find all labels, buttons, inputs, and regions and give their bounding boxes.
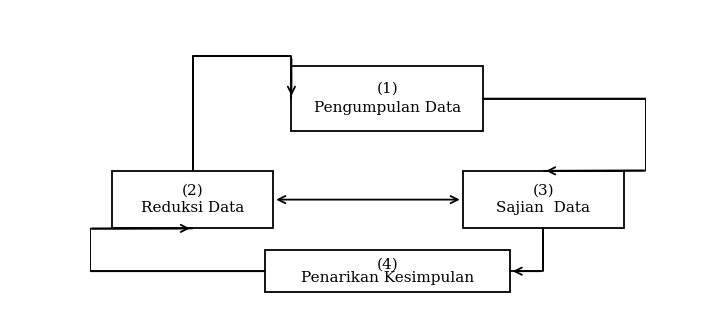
FancyBboxPatch shape (112, 171, 274, 228)
FancyBboxPatch shape (265, 250, 510, 292)
FancyBboxPatch shape (292, 66, 483, 131)
Text: Penarikan Kesimpulan: Penarikan Kesimpulan (301, 271, 474, 285)
Text: (4): (4) (376, 258, 398, 272)
Text: Pengumpulan Data: Pengumpulan Data (314, 101, 461, 116)
Text: (1): (1) (376, 82, 398, 96)
Text: (2): (2) (182, 184, 204, 198)
FancyBboxPatch shape (462, 171, 624, 228)
Text: Sajian  Data: Sajian Data (496, 201, 590, 215)
Text: Reduksi Data: Reduksi Data (141, 201, 244, 215)
Text: (3): (3) (533, 184, 554, 198)
